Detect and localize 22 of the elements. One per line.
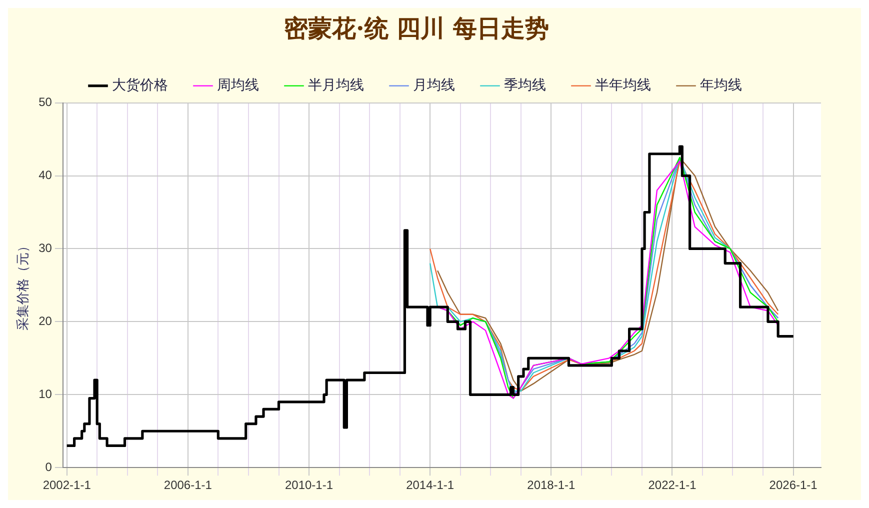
y-tick-label: 30 — [38, 241, 52, 256]
x-tick-label: 2022-1-1 — [648, 478, 697, 492]
x-tick-label: 2006-1-1 — [164, 478, 212, 492]
legend-label: 半月均线 — [308, 77, 364, 94]
legend-label: 季均线 — [504, 77, 546, 94]
chart-title: 密蒙花·统 四川 每日走势 — [284, 14, 550, 43]
y-tick-label: 40 — [38, 168, 52, 182]
y-tick-label: 50 — [38, 95, 52, 110]
y-tick-label: 0 — [45, 460, 52, 474]
y-tick-label: 20 — [38, 314, 52, 328]
x-tick-label: 2010-1-1 — [284, 478, 334, 492]
x-tick-label: 2018-1-1 — [527, 478, 576, 492]
x-tick-label: 2002-1-1 — [42, 478, 92, 492]
y-tick-label: 10 — [38, 386, 52, 401]
x-tick-label: 2014-1-1 — [406, 478, 454, 492]
y-axis-title: 采集价格（元） — [16, 240, 32, 331]
legend-label: 大货价格 — [112, 77, 168, 94]
legend-label: 年均线 — [700, 77, 742, 94]
legend-label: 半年均线 — [595, 77, 651, 94]
legend-label: 月均线 — [413, 77, 455, 94]
x-tick-label: 2026-1-1 — [769, 478, 818, 492]
legend-label: 周均线 — [217, 77, 259, 94]
